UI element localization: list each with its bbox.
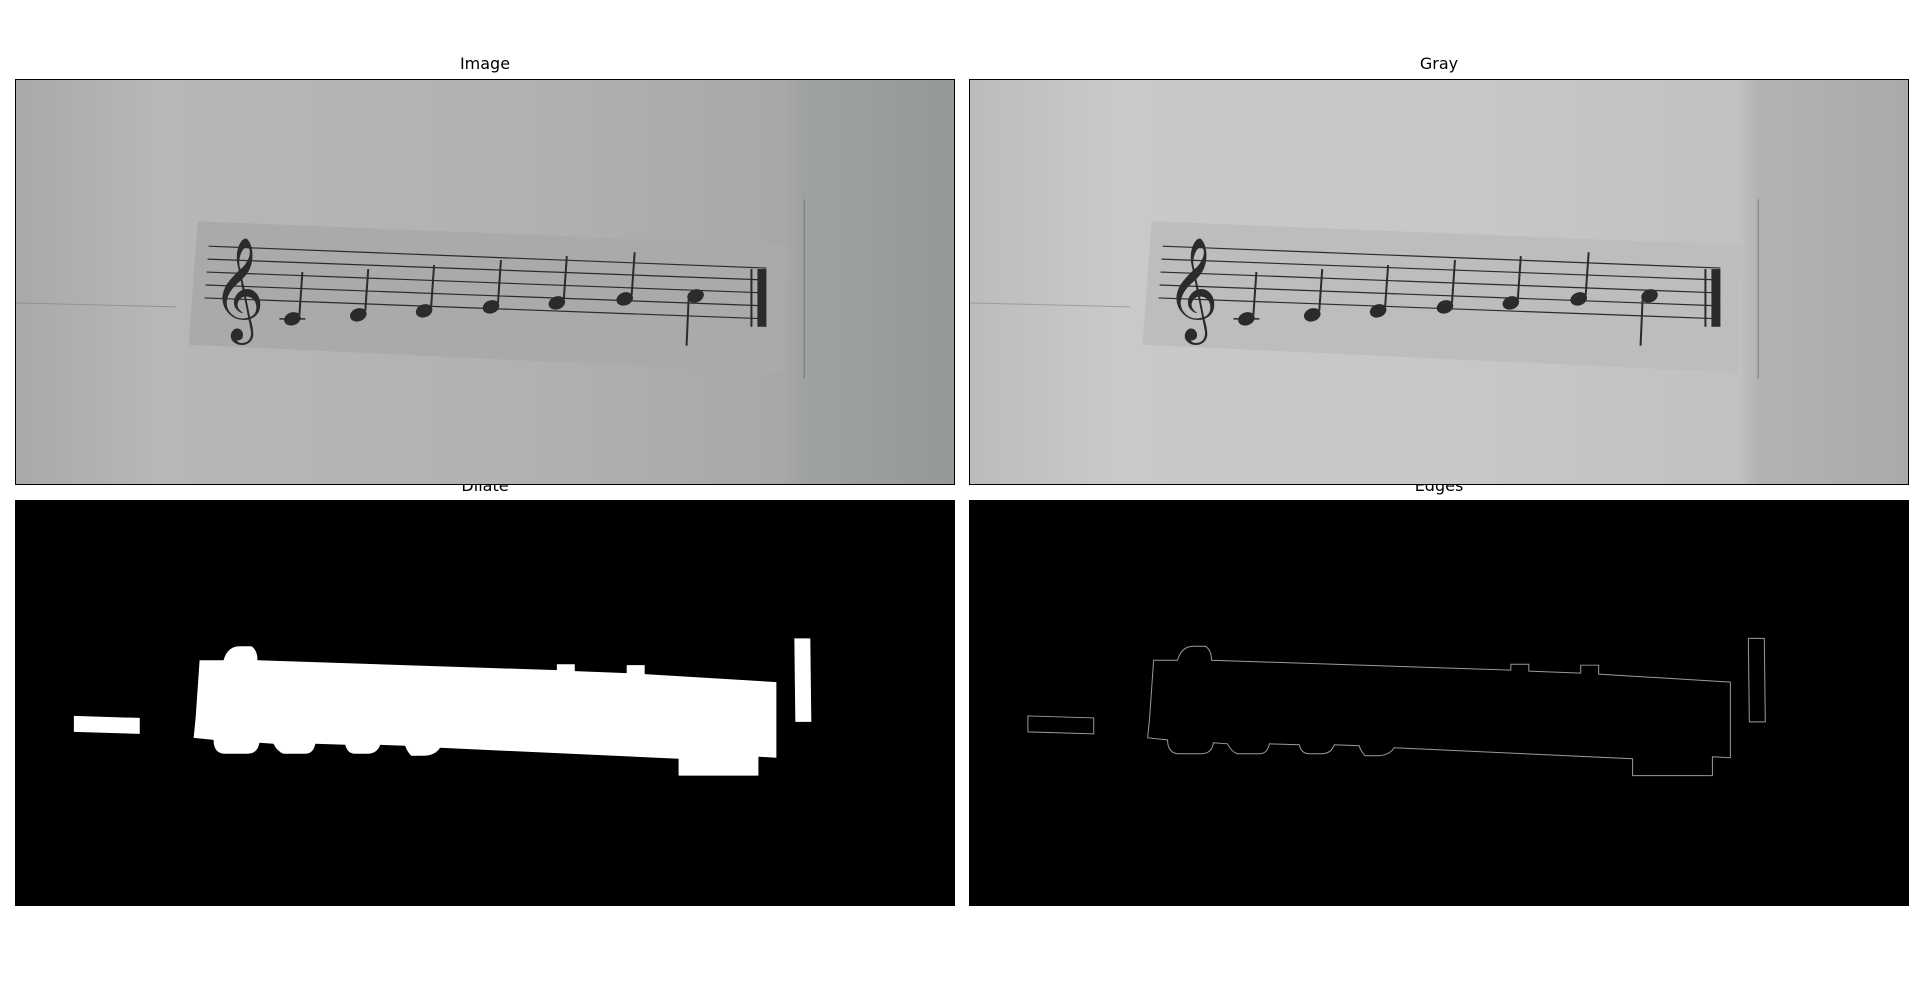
gray-panel: 𝄞 bbox=[969, 79, 1909, 485]
panel-title-image: Image bbox=[459, 54, 511, 73]
staff-edge bbox=[1147, 645, 1731, 777]
paper-fold-line bbox=[16, 302, 176, 308]
staff-paper bbox=[188, 221, 787, 373]
dilate-panel bbox=[15, 500, 955, 906]
image-panel: 𝄞 bbox=[15, 79, 955, 485]
edges-map bbox=[970, 501, 1908, 905]
treble-clef-icon: 𝄞 bbox=[212, 237, 265, 345]
treble-clef-icon: 𝄞 bbox=[1166, 237, 1219, 345]
left-fragment-blob bbox=[73, 715, 140, 734]
final-barline bbox=[757, 269, 767, 327]
paper-fold-line bbox=[970, 302, 1130, 308]
edges-panel bbox=[969, 500, 1909, 906]
panel-title-gray: Gray bbox=[1419, 54, 1459, 73]
left-fragment-edge bbox=[1027, 715, 1095, 735]
image-photo: 𝄞 bbox=[16, 80, 954, 484]
notes bbox=[279, 252, 704, 346]
right-edge-blob bbox=[794, 638, 812, 722]
staff-blob bbox=[193, 646, 777, 776]
final-barline bbox=[1711, 269, 1721, 327]
notes bbox=[1233, 252, 1658, 346]
right-edge-outline bbox=[1747, 637, 1766, 723]
staff-paper bbox=[1142, 221, 1741, 373]
staff-lines bbox=[204, 245, 767, 320]
dilate-mask bbox=[16, 501, 954, 905]
gray-photo: 𝄞 bbox=[970, 80, 1908, 484]
mask-background bbox=[970, 501, 1908, 905]
